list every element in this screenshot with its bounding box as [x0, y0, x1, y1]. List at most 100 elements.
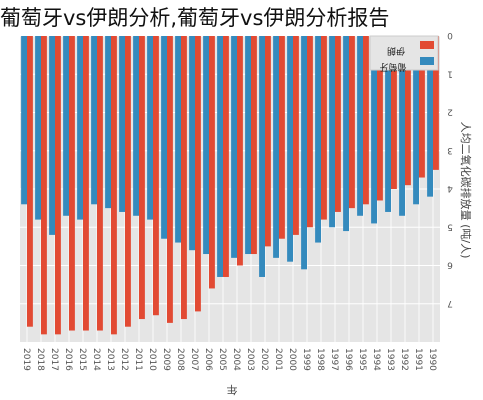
bar-iran	[251, 36, 257, 255]
x-tick-label: 1999	[301, 348, 311, 371]
y-tick-label: 5	[447, 221, 453, 231]
bar-portugal	[371, 36, 377, 224]
x-tick-label: 2013	[105, 348, 115, 371]
bar-portugal	[245, 36, 251, 255]
x-tick-label: 1997	[329, 348, 339, 371]
bar-portugal	[175, 36, 181, 243]
bar-iran	[223, 36, 229, 277]
bar-portugal	[91, 36, 97, 205]
legend-label-iran: 伊朗	[387, 45, 405, 57]
bar-portugal	[427, 36, 433, 197]
bar-iran	[405, 36, 411, 186]
bar-iran	[167, 36, 173, 323]
x-tick-label: 2009	[161, 348, 171, 371]
bar-portugal	[287, 36, 293, 262]
bar-iran	[293, 36, 299, 235]
bar-portugal	[315, 36, 321, 243]
x-tick-label: 1992	[399, 348, 409, 371]
page-title: 葡萄牙vs伊朗分析,葡萄牙vs伊朗分析报告	[0, 6, 390, 30]
bar-iran	[97, 36, 103, 331]
bar-iran	[139, 36, 145, 320]
x-tick-label: 2016	[63, 348, 73, 371]
bars-group	[21, 36, 439, 335]
x-tick-labels: 1990 1991 1992 1993 1994 1995 1996 1997 1998 1999…	[21, 348, 437, 371]
bar-portugal	[35, 36, 41, 220]
x-axis-label: 年	[227, 383, 238, 397]
bar-iran	[433, 36, 439, 170]
x-tick-label: 2004	[231, 348, 241, 371]
x-tick-label: 2003	[245, 348, 255, 371]
bar-portugal	[63, 36, 69, 216]
bar-iran	[349, 36, 355, 209]
bar-iran	[181, 36, 187, 320]
y-tick-label: 6	[447, 260, 453, 270]
bar-portugal	[203, 36, 209, 255]
bar-iran	[391, 36, 397, 189]
x-tick-label: 1991	[413, 348, 423, 371]
bar-iran	[111, 36, 117, 335]
x-tick-label: 1993	[385, 348, 395, 371]
bar-portugal	[21, 36, 27, 205]
y-axis-label: 人均二氧化碳排放量 (吨/人)	[459, 122, 473, 259]
bar-portugal	[343, 36, 349, 232]
bar-iran	[377, 36, 383, 201]
bar-iran	[153, 36, 159, 316]
y-tick-label: 2	[447, 107, 453, 117]
bar-iran	[307, 36, 313, 228]
x-tick-label: 1990	[427, 348, 437, 371]
x-tick-label: 1994	[371, 348, 381, 371]
bar-portugal	[259, 36, 265, 277]
x-tick-label: 2019	[21, 348, 31, 371]
x-tick-label: 2000	[287, 348, 297, 371]
bar-portugal	[119, 36, 125, 212]
x-tick-label: 2012	[119, 348, 129, 371]
bar-portugal	[161, 36, 167, 239]
bar-iran	[27, 36, 33, 327]
bar-iran	[363, 36, 369, 205]
bar-iran	[335, 36, 341, 212]
bar-portugal	[231, 36, 237, 258]
x-tick-label: 2008	[175, 348, 185, 371]
y-tick-labels: 0 1 2 3 4 5 6 7	[447, 30, 453, 308]
y-tick-label: 4	[447, 183, 453, 193]
bar-portugal	[77, 36, 83, 220]
bar-portugal	[273, 36, 279, 258]
y-tick-label: 7	[447, 298, 453, 308]
bar-portugal	[49, 36, 55, 235]
bar-iran	[125, 36, 131, 327]
x-tick-label: 2002	[259, 348, 269, 371]
x-tick-label: 1995	[357, 348, 367, 371]
bar-iran	[279, 36, 285, 239]
bar-portugal	[189, 36, 195, 251]
legend-swatch-iran	[420, 41, 434, 49]
bar-portugal	[301, 36, 307, 270]
legend-label-portugal: 葡萄牙	[379, 61, 406, 73]
legend-swatch-portugal	[420, 57, 434, 65]
x-tick-label: 2005	[217, 348, 227, 371]
bar-portugal	[217, 36, 223, 277]
bar-iran	[55, 36, 61, 335]
bar-portugal	[329, 36, 335, 228]
x-tick-label: 1998	[315, 348, 325, 371]
y-tick-label: 1	[447, 68, 453, 78]
x-tick-label: 2011	[133, 348, 143, 371]
x-tick-label: 2015	[77, 348, 87, 371]
bar-portugal	[105, 36, 111, 209]
bar-portugal	[357, 36, 363, 216]
x-tick-label: 2018	[35, 348, 45, 371]
bar-portugal	[399, 36, 405, 216]
x-tick-label: 2017	[49, 348, 59, 371]
x-tick-label: 2010	[147, 348, 157, 371]
bar-iran	[321, 36, 327, 220]
legend: 伊朗 葡萄牙	[369, 35, 439, 73]
bar-portugal	[133, 36, 139, 216]
x-tick-label: 2006	[203, 348, 213, 371]
bar-portugal	[385, 36, 391, 212]
bar-portugal	[413, 36, 419, 205]
bar-iran	[265, 36, 271, 247]
bar-iran	[83, 36, 89, 331]
bar-iran	[419, 36, 425, 178]
x-tick-label: 1996	[343, 348, 353, 371]
x-tick-label: 2007	[189, 348, 199, 371]
